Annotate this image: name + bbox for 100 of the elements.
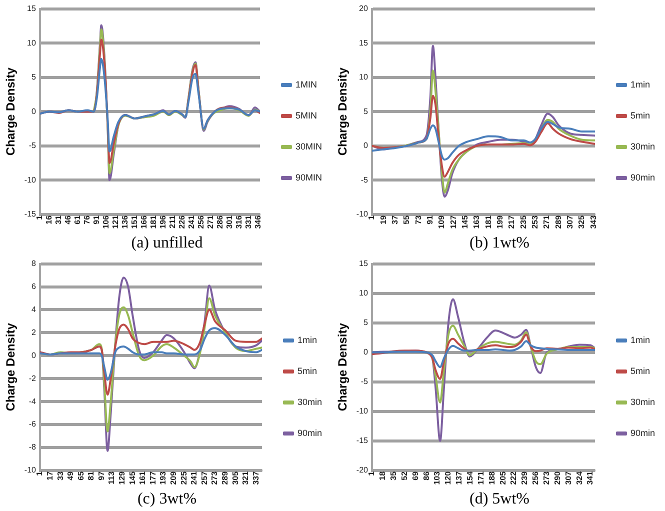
text: (c) 3wt% xyxy=(137,490,197,508)
y-tick-label: 5 xyxy=(32,72,37,82)
x-tick-label: 18 xyxy=(378,470,388,480)
x-tick-label: 286 xyxy=(215,214,224,229)
x-tick-label: 161 xyxy=(138,470,148,485)
x-tick-label: 136 xyxy=(120,214,130,229)
y-tick-label: -10 xyxy=(24,175,37,184)
y-tick-label: -4 xyxy=(28,396,36,406)
x-tick-label: 121 xyxy=(111,214,120,229)
legend-label: 5min xyxy=(297,366,318,376)
x-tick-label: 209 xyxy=(169,470,178,485)
y-tick-label: -15 xyxy=(356,436,369,446)
x-tick-label: 103 xyxy=(432,470,442,485)
x-tick-label: 129 xyxy=(118,470,127,485)
x-tick-label: 226 xyxy=(177,214,186,229)
legend-label: 5min xyxy=(630,366,650,376)
x-tick-label: 346 xyxy=(253,214,262,229)
x-tick-label: 86 xyxy=(422,470,431,480)
x-tick-label: 193 xyxy=(158,470,168,485)
x-tick-label: 273 xyxy=(542,470,551,485)
x-tick-label: 1 xyxy=(35,470,44,476)
x-tick-label: 217 xyxy=(507,214,516,229)
x-tick-label: 69 xyxy=(410,470,420,480)
x-tick-label: 305 xyxy=(230,470,240,485)
x-tick-label: 171 xyxy=(476,470,486,485)
y-tick-label: -10 xyxy=(356,406,369,416)
x-tick-label: 273 xyxy=(210,470,220,485)
y-tick-label: 5 xyxy=(364,318,369,328)
legend-label: 1min xyxy=(630,79,650,90)
text: (b) 1wt% xyxy=(470,234,530,252)
x-tick-label: 211 xyxy=(168,214,177,228)
text: (d) 5wt% xyxy=(470,490,530,508)
x-tick-label: 289 xyxy=(554,214,563,229)
x-tick-label: 1 xyxy=(35,214,44,220)
x-tick-label: 91 xyxy=(426,214,435,224)
x-tick-label: 181 xyxy=(148,214,158,229)
legend-label: 1min xyxy=(297,334,318,345)
legend-label: 1min xyxy=(630,334,650,345)
y-tick-label: -15 xyxy=(24,210,37,219)
x-tick-label: 235 xyxy=(518,214,528,229)
y-tick-label: 6 xyxy=(32,282,37,291)
x-tick-label: 73 xyxy=(414,214,423,224)
x-tick-label: 290 xyxy=(552,470,562,485)
x-tick-label: 341 xyxy=(586,470,595,485)
x-tick-label: 337 xyxy=(251,470,260,485)
x-tick-label: 331 xyxy=(244,214,253,229)
x-tick-label: 256 xyxy=(531,470,540,485)
x-tick-label: 145 xyxy=(460,214,470,229)
x-tick-label: 1 xyxy=(367,214,376,220)
line-series xyxy=(40,58,260,152)
x-tick-label: 196 xyxy=(158,214,168,229)
x-tick-label: 188 xyxy=(487,470,496,485)
y-tick-label: -5 xyxy=(360,377,368,386)
x-tick-label: 181 xyxy=(484,214,493,229)
y-tick-label: 15 xyxy=(27,4,37,14)
x-tick-label: 301 xyxy=(224,214,234,229)
x-tick-label: 343 xyxy=(588,214,598,229)
y-tick-label: 4 xyxy=(32,304,37,314)
line-series xyxy=(372,94,595,178)
y-tick-label: 15 xyxy=(359,259,369,268)
line-series xyxy=(40,327,262,381)
x-tick-label: 271 xyxy=(542,214,552,229)
x-tick-label: 113 xyxy=(107,470,116,484)
legend-label: 90MIN xyxy=(295,172,322,182)
y-tick-label: 10 xyxy=(27,38,37,48)
y-axis-title: Charge Density xyxy=(336,67,350,156)
line-series xyxy=(40,308,262,396)
y-tick-label: 0 xyxy=(32,350,37,360)
x-tick-label: 324 xyxy=(574,470,584,485)
legend-label: 30min xyxy=(630,396,656,407)
x-tick-label: 307 xyxy=(566,214,575,229)
y-tick-label: 2 xyxy=(32,328,37,337)
y-tick-label: -20 xyxy=(356,466,369,475)
x-tick-label: 49 xyxy=(66,470,76,480)
legend-label: 30MIN xyxy=(295,141,322,152)
x-tick-label: 241 xyxy=(186,214,196,229)
y-tick-label: -6 xyxy=(28,420,36,429)
x-tick-label: 177 xyxy=(148,470,158,485)
legend-label: 90min xyxy=(297,428,322,438)
y-tick-label: 0 xyxy=(364,141,369,150)
x-tick-label: 55 xyxy=(402,214,412,224)
x-tick-label: 37 xyxy=(390,214,400,224)
legend-label: 5min xyxy=(630,110,650,120)
x-tick-label: 1 xyxy=(367,470,376,476)
legend-label: 30min xyxy=(297,396,322,407)
x-tick-label: 253 xyxy=(530,214,540,229)
y-tick-label: 15 xyxy=(359,38,369,48)
x-tick-label: 35 xyxy=(389,470,398,480)
x-tick-label: 61 xyxy=(73,214,82,224)
x-tick-label: 154 xyxy=(466,470,474,485)
legend-label: 1MIN xyxy=(295,79,318,90)
x-tick-label: 289 xyxy=(220,470,230,485)
line-series xyxy=(372,340,595,368)
x-tick-label: 76 xyxy=(82,214,92,224)
x-tick-label: 46 xyxy=(64,214,73,224)
legend-label: 5MIN xyxy=(295,110,318,120)
x-tick-label: 222 xyxy=(509,470,518,485)
y-tick-label: 8 xyxy=(32,259,37,268)
legend-label: 90min xyxy=(630,172,656,182)
x-tick-label: 120 xyxy=(444,470,453,485)
